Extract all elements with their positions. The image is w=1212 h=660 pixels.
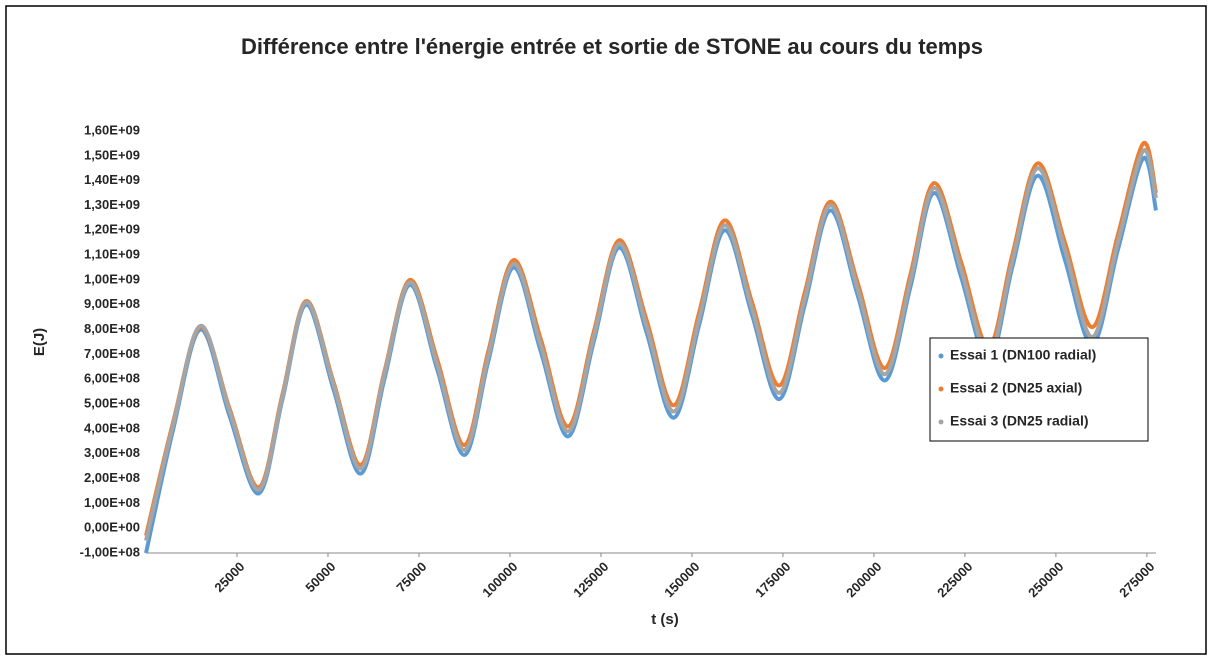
y-tick-label: 1,00E+09 (84, 271, 140, 286)
legend-marker (938, 419, 944, 425)
y-tick-label: 1,00E+08 (84, 495, 140, 510)
y-tick-label: 1,50E+09 (84, 147, 140, 162)
y-tick-label: 8,00E+08 (84, 321, 140, 336)
y-tick-label: 1,60E+09 (84, 122, 140, 137)
y-tick-label: 1,20E+09 (84, 222, 140, 237)
chart-border (5, 5, 1207, 655)
y-tick-label: -1,00E+08 (80, 544, 140, 559)
y-tick-label: 7,00E+08 (84, 346, 140, 361)
y-tick-label: 1,30E+09 (84, 197, 140, 212)
y-tick-label: 3,00E+08 (84, 445, 140, 460)
y-tick-label: 1,40E+09 (84, 172, 140, 187)
x-axis-label: t (s) (651, 611, 679, 628)
legend-label: Essai 1 (DN100 radial) (950, 347, 1096, 363)
y-tick-label: 0,00E+00 (84, 520, 140, 535)
legend-marker (938, 386, 944, 392)
y-axis-label: E(J) (31, 328, 48, 356)
y-tick-label: 4,00E+08 (84, 420, 140, 435)
y-tick-label: 2,00E+08 (84, 470, 140, 485)
legend-box (929, 337, 1149, 442)
legend-marker (938, 353, 944, 359)
chart-title: Différence entre l'énergie entrée et sor… (241, 34, 983, 59)
legend-label: Essai 3 (DN25 radial) (950, 413, 1089, 429)
y-tick-label: 5,00E+08 (84, 395, 140, 410)
legend-label: Essai 2 (DN25 axial) (950, 380, 1082, 396)
y-tick-label: 1,10E+09 (84, 247, 140, 262)
y-tick-label: 6,00E+08 (84, 371, 140, 386)
series-line (144, 148, 1158, 542)
y-tick-label: 9,00E+08 (84, 296, 140, 311)
